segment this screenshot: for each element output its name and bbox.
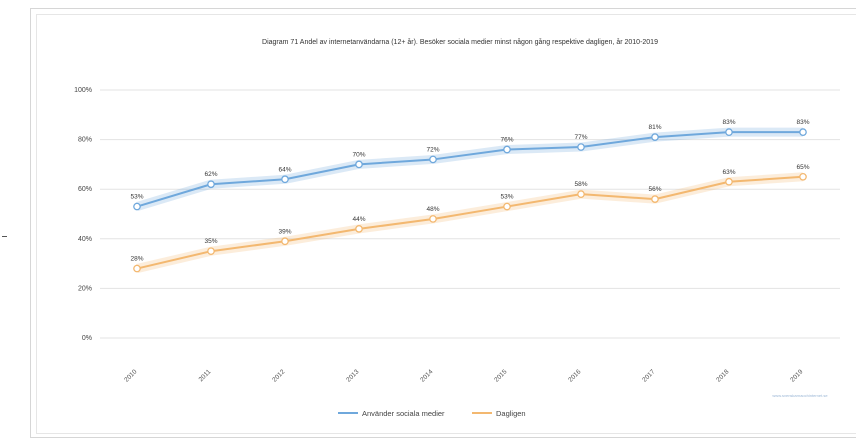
series-line: [136, 131, 803, 208]
series-line: [136, 175, 804, 270]
data-label: 72%: [426, 146, 439, 153]
data-label: 28%: [130, 256, 143, 263]
gridlines: [100, 89, 840, 339]
legend-label: Använder sociala medier: [362, 409, 445, 418]
chart-container: Diagram 71 Andel av internetanvändarna (…: [2, 8, 856, 438]
data-label: 48%: [426, 206, 439, 213]
series-sociala-medier: 53% 62% 64% 70% 72% 76% 77% 81% 83% 83%: [130, 119, 810, 211]
data-point: [429, 155, 437, 164]
data-point: [133, 264, 141, 273]
data-point: [725, 177, 733, 186]
data-point: [651, 195, 659, 203]
y-tick-label: 100%: [74, 87, 92, 94]
series-dagligen: 28% 35% 39% 44% 48% 53% 58% 56% 63% 65%: [130, 164, 810, 273]
legend: Använder sociala medier Dagligen: [338, 409, 526, 418]
legend-label: Dagligen: [496, 409, 526, 418]
data-point: [355, 160, 363, 169]
x-tick-label: 2016: [567, 368, 582, 383]
x-tick-label: 2013: [345, 368, 360, 383]
chart-title: Diagram 71 Andel av internetanvändarna (…: [262, 38, 658, 46]
x-tick-label: 2010: [123, 368, 138, 383]
data-label: 35%: [204, 238, 217, 245]
data-point: [799, 172, 807, 181]
series-glow: [135, 172, 804, 273]
data-point: [355, 225, 363, 233]
data-label: 77%: [574, 134, 587, 141]
data-point: [281, 175, 289, 184]
data-label: 65%: [796, 164, 809, 171]
data-point: [577, 190, 585, 199]
line-chart: Diagram 71 Andel av internetanvändarna (…: [74, 38, 840, 418]
data-label: 44%: [352, 216, 365, 223]
x-tick-label: 2012: [271, 368, 286, 383]
x-axis-ticks: 2010 2011 2012 2013 2014 2015 2016 2017 2018 2019: [123, 368, 804, 383]
data-point: [651, 133, 659, 141]
watermark: www.svenskarnaochinternet.se: [772, 393, 828, 398]
y-tick-label: 80%: [78, 137, 92, 144]
data-label: 83%: [722, 119, 735, 126]
data-label: 63%: [722, 169, 735, 176]
data-label: 81%: [648, 124, 661, 131]
data-point: [725, 128, 733, 137]
y-tick-label: 40%: [78, 236, 92, 243]
x-tick-label: 2015: [493, 368, 508, 383]
data-label: 39%: [278, 228, 291, 235]
series-group: 53% 62% 64% 70% 72% 76% 77% 81% 83% 83% 28% 35% 39% 4…: [130, 119, 810, 273]
data-point: [799, 128, 807, 137]
y-tick-label: 20%: [78, 285, 92, 292]
data-label: 56%: [648, 186, 661, 193]
data-point: [207, 247, 215, 256]
x-tick-label: 2018: [715, 368, 730, 383]
series-glow: [135, 127, 803, 211]
data-point: [503, 202, 511, 211]
data-label: 53%: [500, 194, 513, 201]
data-label: 62%: [204, 171, 217, 178]
data-point: [503, 145, 511, 154]
data-label: 83%: [796, 119, 809, 126]
left-dash: [2, 236, 7, 237]
data-point: [281, 237, 289, 246]
data-label: 64%: [278, 166, 291, 173]
data-label: 58%: [574, 181, 587, 188]
data-point: [207, 180, 215, 189]
x-tick-label: 2014: [419, 368, 434, 383]
data-point: [429, 215, 437, 223]
x-tick-label: 2017: [641, 368, 656, 383]
y-tick-label: 0%: [82, 335, 92, 342]
y-axis-ticks: 0% 20% 40% 60% 80% 100%: [74, 87, 92, 342]
data-label: 76%: [500, 137, 513, 144]
data-label: 53%: [130, 194, 143, 201]
data-label: 70%: [352, 151, 365, 158]
data-point: [133, 202, 141, 211]
x-tick-label: 2011: [198, 368, 213, 383]
y-tick-label: 60%: [78, 186, 92, 193]
x-tick-label: 2019: [789, 368, 804, 383]
data-point: [577, 143, 585, 151]
